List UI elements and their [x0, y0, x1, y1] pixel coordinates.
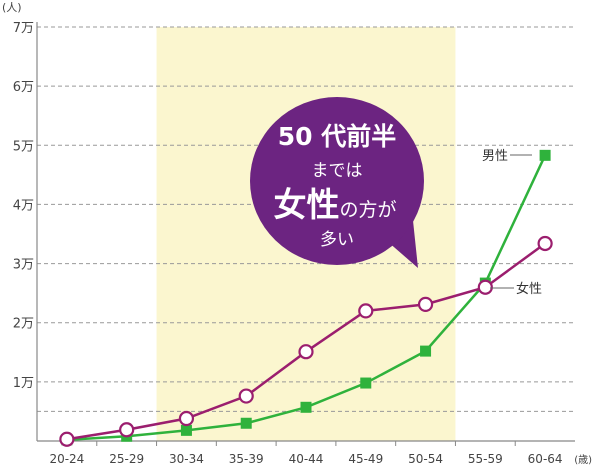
- y-tick-label: 6万: [13, 80, 34, 95]
- x-tick-label: 45-49: [348, 452, 383, 466]
- x-unit-label: (歳): [574, 454, 592, 466]
- y-tick-label: 2万: [13, 317, 34, 332]
- data-point-female: [59, 431, 75, 447]
- series-label-female: 女性: [516, 281, 542, 297]
- data-point-female: [298, 344, 314, 360]
- data-point-male: [360, 377, 372, 389]
- data-point-female: [238, 388, 254, 404]
- data-point-male: [240, 417, 252, 429]
- x-tick-label: 60-64: [528, 452, 563, 466]
- data-point-female: [119, 422, 135, 438]
- x-tick-label: 50-54: [408, 452, 443, 466]
- series-label-male: 男性: [482, 149, 508, 164]
- x-tick-label: 30-34: [169, 452, 204, 466]
- data-point-female: [358, 303, 374, 319]
- x-tick-label: 35-39: [229, 452, 264, 466]
- x-tick-label: 40-44: [289, 452, 324, 466]
- callout-bubble: [250, 97, 424, 265]
- callout-line3-small: の方が: [339, 199, 396, 221]
- data-point-male: [300, 401, 312, 413]
- y-tick-label: 7万: [13, 21, 34, 36]
- callout-line1: 50 代前半: [278, 122, 397, 151]
- data-point-female: [537, 235, 553, 252]
- data-point-female: [417, 296, 434, 312]
- y-unit-label: (人): [2, 1, 22, 14]
- callout-line2: までは: [312, 161, 363, 181]
- data-point-male: [180, 424, 192, 436]
- data-point-female: [178, 410, 195, 427]
- data-point-female: [477, 279, 493, 295]
- callout-line3-big: 女性: [273, 185, 339, 224]
- y-tick-label: 3万: [13, 258, 34, 273]
- y-tick-label: 4万: [13, 198, 34, 213]
- data-point-male: [420, 345, 432, 357]
- x-tick-label: 55-59: [468, 452, 503, 466]
- y-tick-label: 1万: [13, 376, 34, 391]
- callout-line4: 多い: [320, 230, 354, 250]
- x-tick-label: 20-24: [49, 452, 84, 466]
- callout-line3: 女性の方が: [273, 185, 396, 224]
- data-point-male: [539, 149, 551, 161]
- x-tick-label: 25-29: [109, 452, 144, 466]
- y-tick-label: 5万: [13, 139, 34, 154]
